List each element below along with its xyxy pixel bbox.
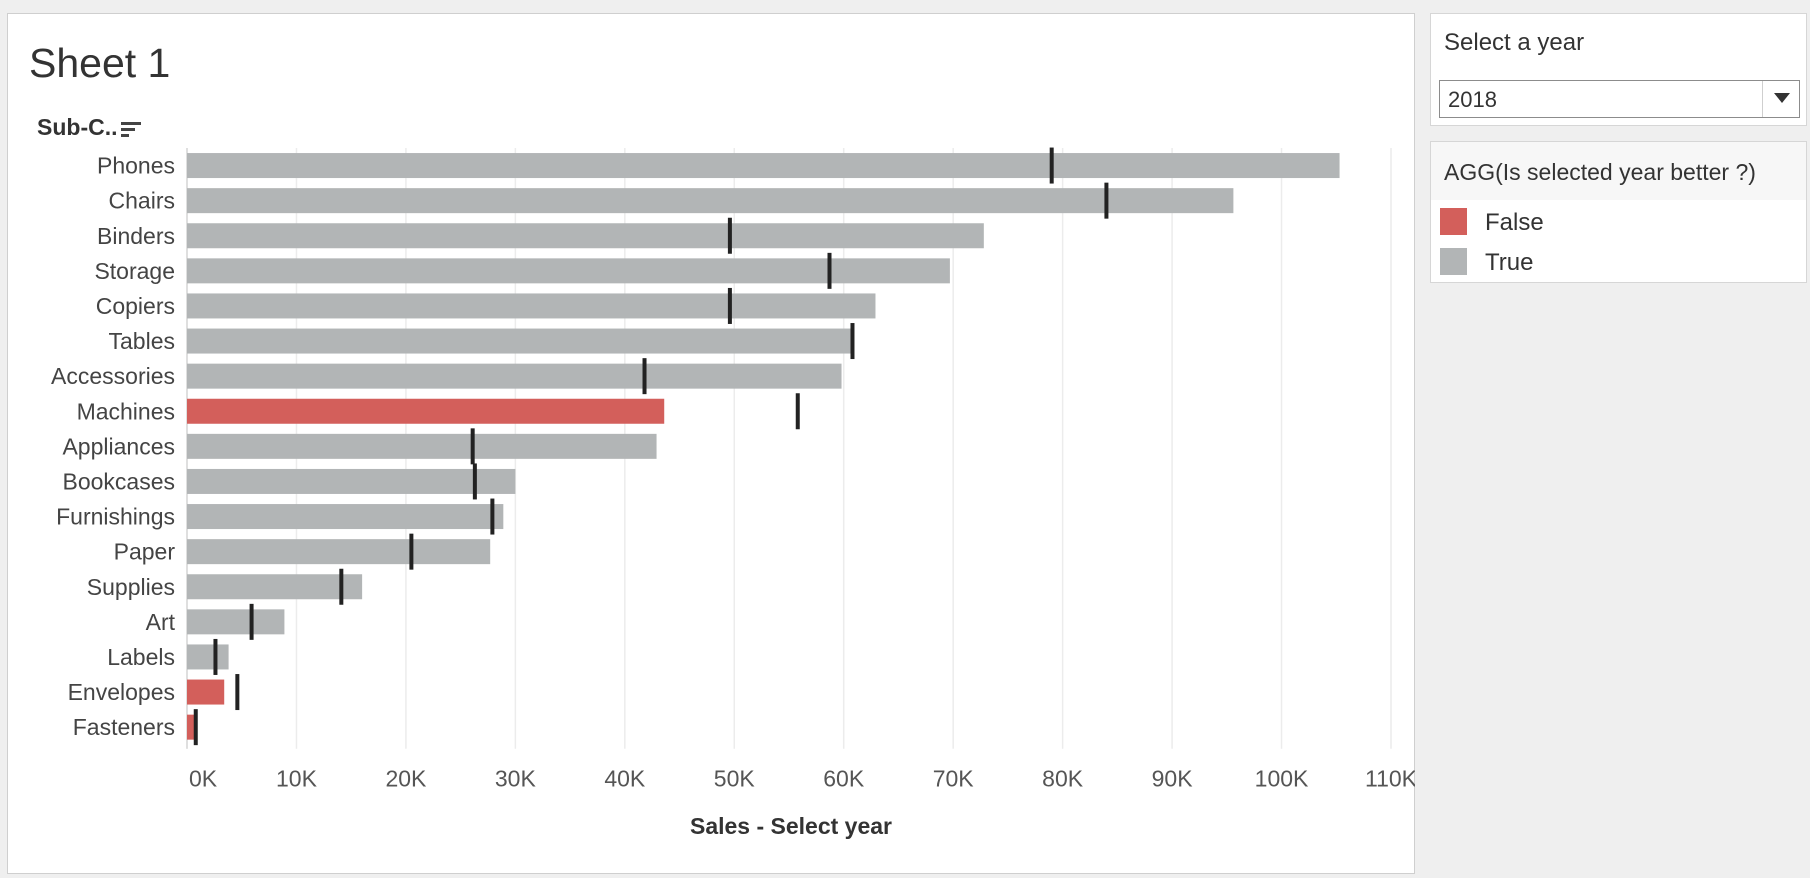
bar-fasteners[interactable] [187, 714, 195, 740]
x-tick-label: 90K [1152, 766, 1194, 792]
chevron-down-icon[interactable] [1774, 93, 1790, 103]
x-tick-label: 60K [823, 766, 865, 792]
reference-mark-storage [827, 252, 832, 289]
bar-tables[interactable] [187, 328, 853, 354]
reference-mark-tables [850, 323, 855, 360]
x-tick-label: 100K [1255, 766, 1309, 792]
category-label[interactable]: Envelopes [68, 679, 175, 705]
category-label[interactable]: Supplies [87, 574, 175, 600]
reference-mark-accessories [642, 358, 647, 395]
category-label[interactable]: Phones [97, 153, 175, 179]
x-tick-label: 50K [714, 766, 756, 792]
legend-label-false: False [1485, 209, 1544, 236]
category-label[interactable]: Tables [109, 328, 175, 354]
bar-supplies[interactable] [187, 574, 363, 600]
color-legend-panel: AGG(Is selected year better ?) False Tru… [1430, 141, 1807, 283]
reference-mark-machines [795, 393, 800, 430]
category-label[interactable]: Art [146, 609, 176, 635]
sort-icon[interactable] [121, 120, 143, 140]
legend-label-true: True [1485, 249, 1534, 276]
reference-mark-art [249, 603, 254, 640]
bar-copiers[interactable] [187, 293, 876, 319]
bar-appliances[interactable] [187, 433, 657, 459]
reference-mark-copiers [727, 287, 732, 324]
reference-marks [193, 147, 1109, 746]
bar-bookcases[interactable] [187, 468, 516, 494]
reference-mark-binders [727, 217, 732, 254]
reference-mark-paper [409, 533, 414, 570]
year-filter-panel: Select a year 2018 [1430, 13, 1807, 126]
bar-art[interactable] [187, 609, 285, 635]
bars [187, 153, 1340, 740]
reference-mark-furnishings [490, 498, 495, 535]
legend-title: AGG(Is selected year better ?) [1431, 142, 1806, 200]
bar-accessories[interactable] [187, 363, 842, 389]
reference-mark-appliances [470, 428, 475, 465]
x-tick-label: 110K [1365, 766, 1415, 792]
category-label[interactable]: Machines [77, 398, 175, 424]
bar-chairs[interactable] [187, 188, 1234, 214]
select-divider [1762, 81, 1763, 117]
category-label[interactable]: Accessories [51, 363, 175, 389]
legend-swatch-false [1440, 208, 1467, 235]
bar-envelopes[interactable] [187, 679, 225, 705]
legend-swatch-true [1440, 248, 1467, 275]
x-tick-label: 30K [495, 766, 537, 792]
category-labels: Phones Chairs Binders Storage Copiers Tables A… [51, 153, 176, 741]
bar-binders[interactable] [187, 223, 984, 249]
x-tick-label: 70K [933, 766, 975, 792]
category-label[interactable]: Bookcases [62, 468, 175, 494]
reference-mark-bookcases [472, 463, 477, 500]
category-label[interactable]: Fasteners [73, 714, 175, 740]
x-tick-label: 10K [276, 766, 318, 792]
bar-labels[interactable] [187, 644, 229, 670]
filter-title: Select a year [1444, 29, 1585, 56]
reference-mark-envelopes [235, 674, 240, 711]
category-label[interactable]: Furnishings [56, 504, 175, 530]
category-label[interactable]: Copiers [96, 293, 175, 319]
bar-furnishings[interactable] [187, 504, 504, 530]
sheet-title: Sheet 1 [29, 40, 171, 86]
bar-paper[interactable] [187, 539, 491, 565]
bar-phones[interactable] [187, 153, 1340, 179]
x-tick-label: 80K [1042, 766, 1084, 792]
reference-mark-supplies [339, 568, 344, 605]
x-tick-labels: 0K 10K 20K 30K 40K 50K 60K 70K 80K 90K 100K 110K [189, 766, 1415, 792]
row-field-header[interactable]: Sub-C.. [37, 114, 118, 140]
reference-mark-labels [213, 638, 218, 675]
x-tick-label: 20K [385, 766, 427, 792]
reference-mark-chairs [1104, 182, 1109, 219]
year-select-value: 2018 [1448, 87, 1497, 112]
bar-machines[interactable] [187, 398, 665, 424]
category-label[interactable]: Appliances [62, 433, 175, 459]
category-label[interactable]: Storage [94, 258, 175, 284]
x-tick-label: 0K [189, 766, 218, 792]
bar-chart: Phones Chairs Binders Storage Copiers Tables A… [51, 147, 1415, 839]
x-tick-label: 40K [604, 766, 646, 792]
category-label[interactable]: Chairs [109, 188, 175, 214]
category-label[interactable]: Binders [97, 223, 175, 249]
category-label[interactable]: Paper [114, 539, 176, 565]
x-axis-title: Sales - Select year [690, 813, 892, 839]
year-select[interactable]: 2018 [1439, 80, 1800, 118]
reference-mark-phones [1049, 147, 1054, 184]
bar-storage[interactable] [187, 258, 950, 284]
category-label[interactable]: Labels [107, 644, 175, 670]
reference-mark-fasteners [193, 709, 198, 746]
